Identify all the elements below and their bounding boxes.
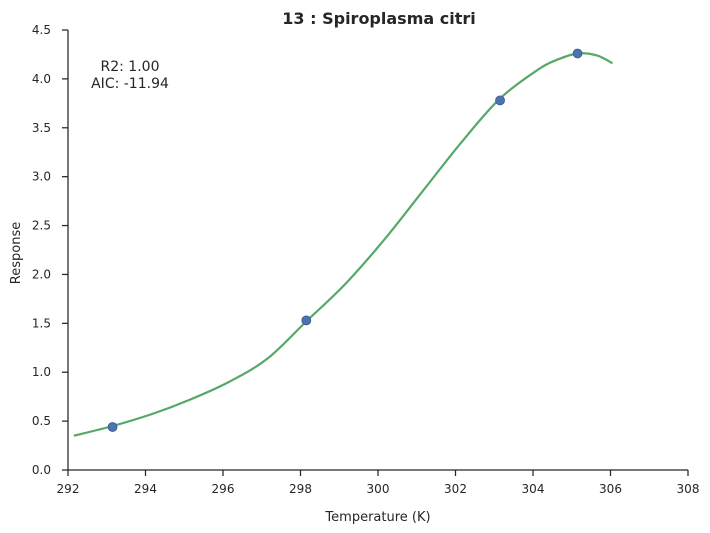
y-tick-label: 3.5 xyxy=(32,121,51,135)
y-tick-label: 0.5 xyxy=(32,414,51,428)
x-tick-label: 308 xyxy=(677,482,700,496)
y-tick-label: 1.5 xyxy=(32,316,51,330)
x-tick-label: 306 xyxy=(599,482,622,496)
y-axis-label: Response xyxy=(9,222,24,284)
data-point xyxy=(572,48,583,59)
y-axis-ticks: 0.0 0.5 1.0 1.5 2.0 2.5 3.0 3.5 4.0 4.5 xyxy=(32,23,68,477)
data-point xyxy=(495,95,505,106)
y-tick-label: 2.0 xyxy=(32,267,51,281)
r2-annotation: R2: 1.00 xyxy=(101,59,160,75)
aic-annotation: AIC: -11.94 xyxy=(91,76,169,92)
x-axis-ticks: 292 294 296 298 300 302 304 306 308 xyxy=(57,470,700,496)
data-point xyxy=(301,315,312,326)
plot-area xyxy=(73,48,613,437)
y-tick-label: 0.0 xyxy=(32,463,51,477)
y-tick-label: 3.0 xyxy=(32,170,51,184)
x-tick-label: 292 xyxy=(57,482,80,496)
x-tick-label: 304 xyxy=(522,482,545,496)
y-tick-label: 1.0 xyxy=(32,365,51,379)
y-tick-label: 4.5 xyxy=(32,23,51,37)
x-tick-label: 296 xyxy=(212,482,235,496)
x-tick-label: 298 xyxy=(289,482,312,496)
data-points-layer xyxy=(107,48,583,432)
y-tick-label: 2.5 xyxy=(32,219,51,233)
data-point xyxy=(107,422,118,432)
x-tick-label: 300 xyxy=(367,482,390,496)
x-axis-label: Temperature (K) xyxy=(324,510,430,525)
x-tick-label: 294 xyxy=(134,482,157,496)
fitted-curve-layer xyxy=(73,52,613,437)
x-tick-label: 302 xyxy=(444,482,467,496)
y-tick-label: 4.0 xyxy=(32,72,51,86)
chart-title: 13 : Spiroplasma citri xyxy=(282,9,475,28)
fitted-curve xyxy=(73,52,613,437)
